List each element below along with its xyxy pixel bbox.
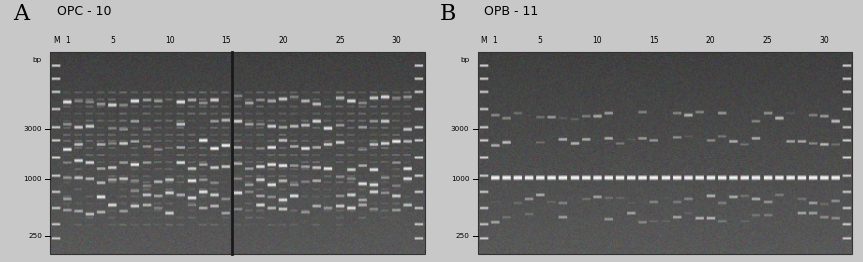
Bar — [50, 52, 425, 254]
Text: 30: 30 — [819, 36, 828, 45]
Text: 250: 250 — [28, 233, 42, 239]
Text: 25: 25 — [335, 36, 344, 45]
Text: 20: 20 — [279, 36, 288, 45]
Text: bp: bp — [33, 57, 42, 63]
Text: M: M — [53, 36, 60, 45]
Text: 5: 5 — [538, 36, 543, 45]
Text: B: B — [440, 3, 457, 25]
Text: 250: 250 — [456, 233, 469, 239]
Text: 3000: 3000 — [23, 126, 42, 132]
Text: OPC - 10: OPC - 10 — [57, 5, 111, 18]
Text: 1000: 1000 — [450, 177, 469, 183]
Text: 5: 5 — [110, 36, 116, 45]
Text: 15: 15 — [222, 36, 231, 45]
Text: M: M — [480, 36, 487, 45]
Text: 10: 10 — [592, 36, 602, 45]
Text: bp: bp — [460, 57, 469, 63]
Text: 25: 25 — [762, 36, 772, 45]
Text: 10: 10 — [165, 36, 174, 45]
Text: OPB - 11: OPB - 11 — [484, 5, 539, 18]
Text: 1: 1 — [492, 36, 497, 45]
Text: 30: 30 — [392, 36, 401, 45]
Text: A: A — [13, 3, 28, 25]
Text: 1: 1 — [65, 36, 70, 45]
Bar — [478, 52, 853, 254]
Text: 3000: 3000 — [450, 126, 469, 132]
Text: 20: 20 — [706, 36, 715, 45]
Text: 15: 15 — [649, 36, 658, 45]
Text: 1000: 1000 — [23, 177, 42, 183]
